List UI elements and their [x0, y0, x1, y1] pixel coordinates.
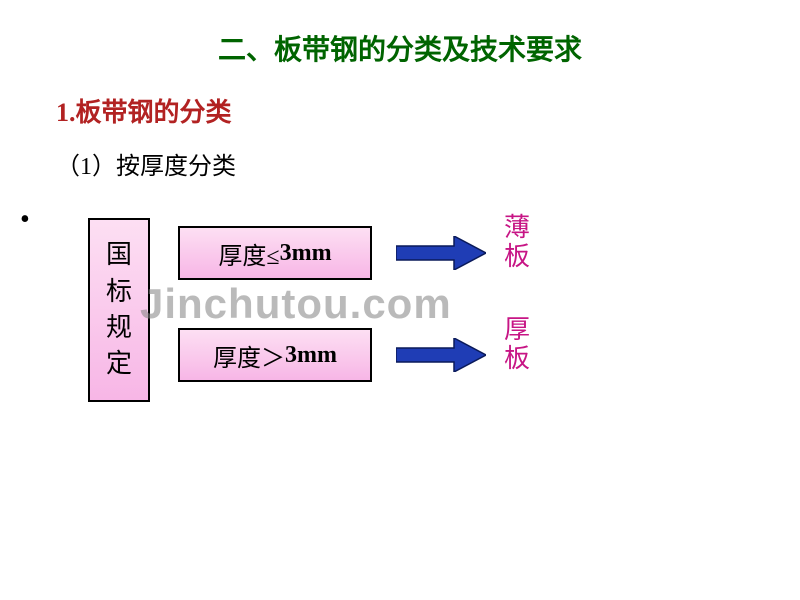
cond1-prefix: 厚度≤ [218, 236, 279, 271]
condition-box-1: 厚度≤3mm [178, 226, 372, 280]
arrow-icon [396, 236, 486, 270]
cond2-prefix: 厚度＞ [213, 338, 285, 373]
slide-title: 二、板带钢的分类及技术要求 [0, 28, 800, 68]
section-text: 板带钢的分类 [76, 98, 232, 127]
subsection-heading: （1）按厚度分类 [56, 146, 236, 181]
left-box-national-standard: 国 标 规 定 [88, 218, 150, 402]
cond1-value: 3mm [280, 240, 332, 267]
result-thick-plate: 厚 板 [504, 316, 530, 373]
left-box-text: 国 标 规 定 [106, 237, 132, 383]
watermark-text: Jinchutou.com [140, 280, 452, 328]
cond2-value: 3mm [285, 342, 337, 369]
arrow-icon [396, 338, 486, 372]
section-number: 1. [56, 98, 76, 127]
result-thin-plate: 薄 板 [504, 214, 530, 271]
section-heading: 1.板带钢的分类 [56, 92, 232, 129]
condition-box-2: 厚度＞3mm [178, 328, 372, 382]
bullet-dot: • [20, 204, 30, 236]
